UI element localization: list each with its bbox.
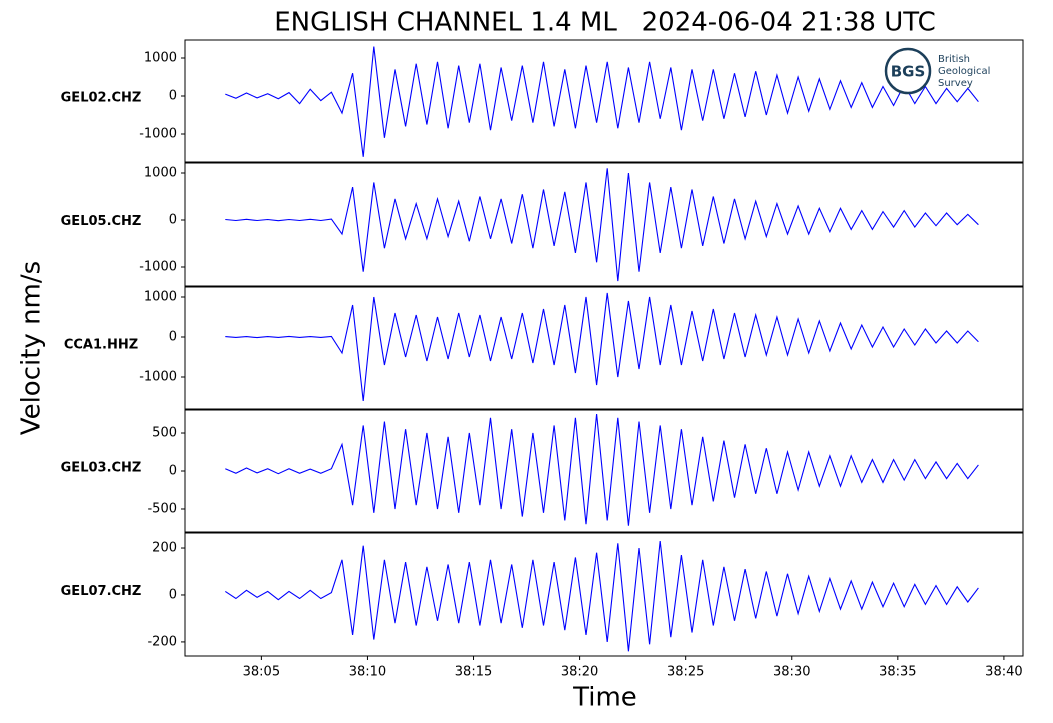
panel-frame [184,532,1024,657]
y-tick-label: 1000 [144,290,177,305]
trace [225,46,979,157]
trace [225,168,979,282]
x-tick-label: 38:35 [879,665,916,680]
y-tick-label: -1000 [139,126,177,141]
trace [225,292,979,402]
y-tick-label: -1000 [139,370,177,385]
y-tick-label: 1000 [144,166,177,181]
x-tick-label: 38:15 [455,665,492,680]
logo-ring [884,47,932,95]
trace [225,413,979,526]
x-tick-label: 38:25 [667,665,704,680]
panel-frame [184,286,1024,410]
x-tick-label: 38:30 [773,665,810,680]
trace [224,540,979,652]
logo-text: Geological [938,66,990,77]
x-tick-label: 38:40 [985,665,1022,680]
panel-frame [184,409,1024,533]
logo-text: British [938,54,970,65]
y-tick-label: 0 [169,89,177,104]
y-tick-label: 0 [169,587,177,602]
station-label: GEL02.CHZ [61,91,142,106]
x-tick-label: 38:05 [243,665,280,680]
y-tick-label: -500 [147,501,177,516]
chart-title: ENGLISH CHANNEL 1.4 ML 2024-06-04 21:38 … [274,8,936,38]
station-label: GEL07.CHZ [61,584,142,599]
y-tick-label: -1000 [139,260,177,275]
station-label: GEL05.CHZ [61,214,142,229]
logo-abbr: BGS [891,63,926,81]
x-tick-label: 38:20 [561,665,598,680]
logo: BGS British Geological Survey [884,47,990,95]
y-tick-label: 0 [169,330,177,345]
y-axis-label: Velocity nm/s [17,261,47,435]
panel-frame [184,162,1024,287]
y-tick-label: 200 [152,541,177,556]
y-tick-label: 0 [169,464,177,479]
station-label: CCA1.HHZ [64,338,138,353]
station-label: GEL03.CHZ [61,461,142,476]
y-tick-label: 0 [169,213,177,228]
logo-text: Survey [938,78,973,89]
x-axis-label: Time [572,683,637,713]
y-tick-label: 500 [152,426,177,441]
y-tick-label: -200 [147,634,177,649]
panel-frame [184,39,1024,163]
x-tick-label: 38:10 [349,665,386,680]
y-tick-label: 1000 [144,51,177,66]
